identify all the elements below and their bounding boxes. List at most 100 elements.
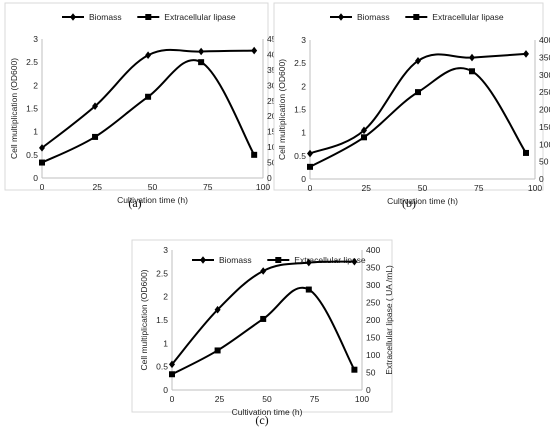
y2-tick-label: 200 [539, 105, 550, 115]
y2-tick-label: 300 [366, 280, 380, 290]
y-tick-label: 2.5 [156, 268, 168, 278]
data-point [214, 347, 221, 354]
x-tick-label: 75 [310, 394, 320, 404]
legend-marker [200, 256, 206, 264]
y2-tick-label: 350 [539, 52, 550, 62]
data-point [415, 89, 421, 96]
data-point [415, 57, 421, 65]
series-line [309, 67, 527, 168]
y-axis-title: Cell multiplication (OD600) [139, 269, 149, 370]
panel-label: (a) [128, 196, 141, 210]
y-tick-label: 2.5 [294, 58, 306, 68]
x-tick-label: 75 [474, 183, 484, 193]
legend-marker [413, 14, 420, 20]
data-point [351, 257, 358, 266]
x-tick-label: 50 [148, 182, 158, 192]
y-tick-label: 0.5 [156, 362, 168, 372]
y-tick-label: 0.5 [294, 151, 306, 161]
x-tick-label: 100 [528, 183, 542, 193]
data-point [39, 144, 45, 152]
data-point [361, 134, 367, 141]
y-tick-label: 3 [301, 35, 306, 45]
y2-tick-label: 250 [366, 298, 380, 308]
panel-label: (b) [402, 196, 416, 210]
legend-marker [275, 257, 282, 263]
data-point [469, 53, 475, 62]
legend-entry: Biomass [219, 255, 252, 265]
data-point [39, 159, 45, 166]
y2-tick-label: 400 [539, 35, 550, 45]
y-tick-label: 3 [33, 34, 38, 44]
y2-tick-label: 200 [366, 315, 380, 325]
data-point [251, 46, 258, 55]
legend-entry: Extracellular lipase [432, 12, 504, 22]
series-lipase [39, 59, 258, 166]
y2-tick-label: 50 [539, 157, 549, 167]
y-axis-title: Cell multiplication (OD600) [277, 59, 287, 160]
data-point [307, 149, 313, 158]
data-point [145, 93, 152, 100]
data-point [351, 366, 358, 373]
x-tick-label: 75 [203, 182, 213, 192]
legend-marker [70, 13, 76, 21]
y-tick-label: 3 [163, 245, 168, 255]
panel-label: (c) [255, 413, 268, 427]
data-point [523, 149, 529, 156]
legend-entry: Extracellular lipase [164, 12, 236, 22]
chart-panel-3: 0 25 50 75 10000.511.522.5305010015020025030… [131, 239, 394, 427]
y-tick-label: 1.5 [156, 315, 168, 325]
x-tick-label: 25 [215, 394, 225, 404]
x-tick-label: 0 [170, 394, 175, 404]
y-tick-label: 2 [301, 81, 306, 91]
series-line [41, 59, 256, 164]
x-axis-title: Cultivation time (h) [232, 407, 303, 417]
y2-tick-label: 150 [366, 333, 380, 343]
panel-frame [131, 239, 393, 413]
x-tick-label: 100 [256, 182, 270, 192]
data-point [469, 68, 475, 75]
data-point [260, 315, 267, 322]
y2-tick-label: 400 [366, 245, 380, 255]
panel-frame [273, 2, 544, 191]
y2-tick-label: 250 [539, 87, 550, 97]
legend-entry: Biomass [357, 12, 390, 22]
y-tick-label: 2 [163, 292, 168, 302]
y2-tick-label: 350 [366, 263, 380, 273]
y2-tick-label: 100 [366, 350, 380, 360]
data-point [169, 360, 175, 369]
x-axis-title: Cultivation time (h) [387, 196, 458, 206]
data-point [305, 286, 312, 293]
y-tick-label: 0 [301, 174, 306, 184]
y-tick-label: 1 [33, 127, 38, 137]
data-point [92, 102, 99, 110]
y2-tick-label: 0 [539, 174, 544, 184]
legend: Biomass Extracellular lipase [62, 12, 236, 22]
y-tick-label: 0 [163, 385, 168, 395]
data-point [198, 47, 205, 56]
y2-tick-label: 100 [539, 139, 550, 149]
x-axis-title: Cultivation time (h) [117, 195, 188, 205]
y2-tick-label: 50 [267, 158, 277, 168]
data-point [260, 267, 267, 275]
series-biomass [169, 257, 358, 369]
y2-tick-label: 300 [539, 70, 550, 80]
x-tick-label: 50 [262, 394, 272, 404]
data-point [307, 163, 313, 170]
data-point [145, 51, 152, 60]
chart-panel-1: 025507510000.511.522.5305010015020025030… [4, 2, 295, 210]
x-tick-label: 50 [418, 183, 428, 193]
x-tick-label: 0 [308, 183, 313, 193]
y-tick-label: 1 [301, 128, 306, 138]
legend-entry: Extracellular lipase [294, 255, 366, 265]
y2-tick-label: 0 [366, 385, 371, 395]
legend-marker [338, 13, 344, 21]
y-tick-label: 2 [33, 80, 38, 90]
x-tick-label: 100 [355, 394, 369, 404]
data-point [92, 133, 99, 140]
y-tick-label: 1.5 [294, 105, 306, 115]
series-biomass [39, 46, 258, 152]
data-point [169, 371, 175, 378]
x-tick-label: 0 [40, 182, 45, 192]
y-tick-label: 0 [33, 173, 38, 183]
